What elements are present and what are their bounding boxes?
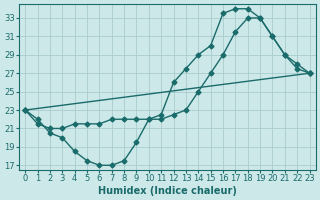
X-axis label: Humidex (Indice chaleur): Humidex (Indice chaleur) xyxy=(98,186,237,196)
